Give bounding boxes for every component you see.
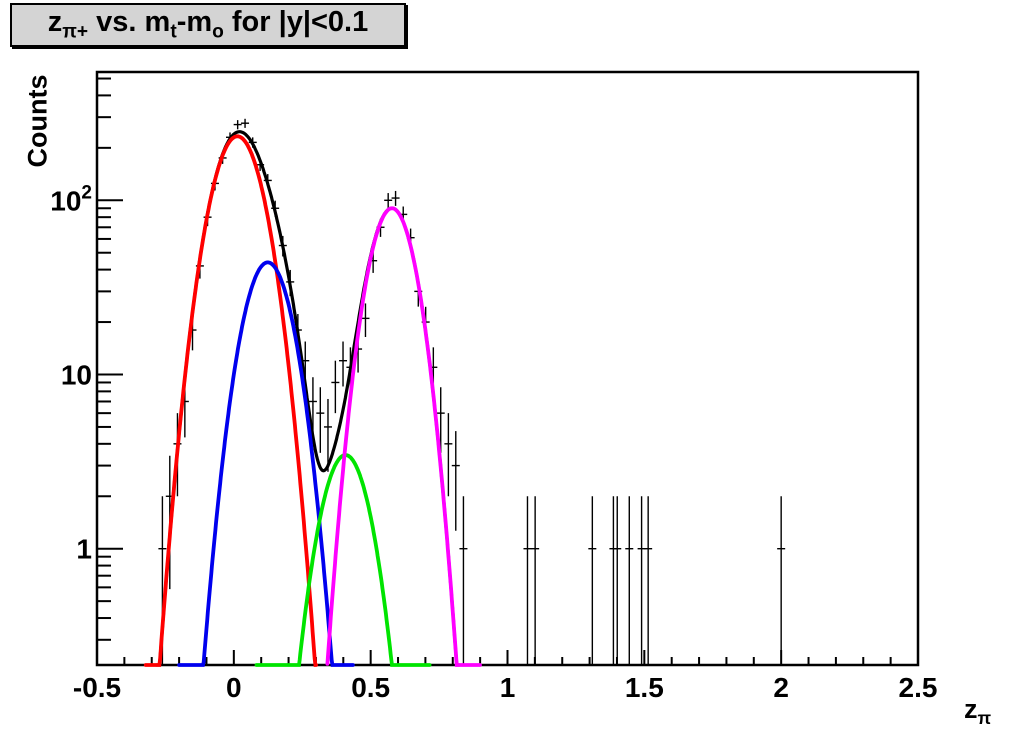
chart-title-box: zπ+ vs. mt-mo for |y|<0.1 [10, 3, 406, 47]
title-subscript: o [212, 21, 224, 43]
title-subscript: t [170, 21, 177, 43]
title-subscript: π+ [62, 21, 89, 43]
title-subscript: π [977, 708, 992, 729]
data-error-bars [158, 118, 786, 665]
gaussian-fit-blue [177, 260, 355, 667]
gaussian-fit-magenta [325, 206, 482, 667]
title-text-run: for |y|<0.1 [223, 6, 369, 39]
y-axis-tick-labels: 1 10 102 [50, 182, 92, 564]
svg-text:1.5: 1.5 [625, 672, 664, 703]
title-text-run: z [964, 694, 978, 724]
x-axis-title: zπ [964, 694, 991, 729]
title-text-run: vs. m [88, 6, 171, 39]
chart-title: zπ+ vs. mt-mo for |y|<0.1 [48, 6, 368, 44]
x-axis-ticks [96, 650, 919, 665]
svg-text:2: 2 [773, 672, 789, 703]
svg-text:-0.5: -0.5 [73, 672, 121, 703]
title-text-run: z [47, 6, 63, 39]
x-axis-tick-labels: -0.5 0 0.5 1 1.5 2 2.5 [73, 672, 938, 703]
svg-text:0.5: 0.5 [351, 672, 390, 703]
svg-text:1: 1 [500, 672, 516, 703]
svg-text:2.5: 2.5 [899, 672, 938, 703]
y-axis-ticks [97, 77, 123, 641]
title-text-run: -m [176, 6, 213, 39]
svg-text:10: 10 [61, 359, 92, 390]
svg-text:1: 1 [76, 534, 92, 565]
svg-text:102: 102 [50, 182, 92, 216]
gaussian-fit-red [143, 134, 319, 667]
svg-text:0: 0 [226, 672, 242, 703]
